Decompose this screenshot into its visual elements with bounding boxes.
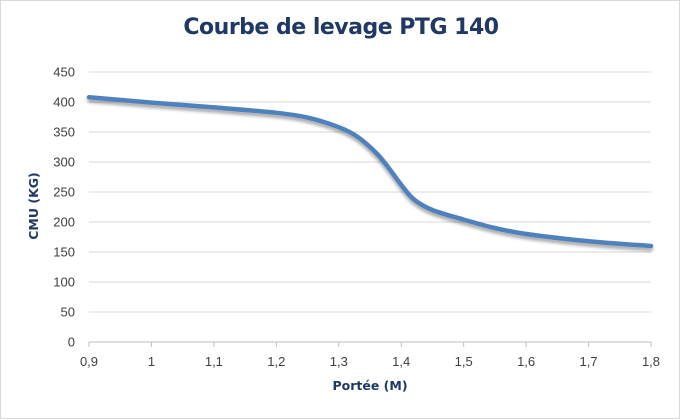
x-tick-label: 1,8 bbox=[642, 354, 660, 369]
y-tick-label: 0 bbox=[68, 335, 75, 350]
x-tick-label: 1,1 bbox=[205, 354, 223, 369]
x-tick-label: 1,4 bbox=[392, 354, 410, 369]
x-axis-label: Portée (M) bbox=[332, 378, 407, 393]
x-tick-label: 1,6 bbox=[517, 354, 535, 369]
series-line bbox=[86, 94, 654, 249]
y-tick-label: 50 bbox=[61, 305, 75, 320]
x-tick-label: 0,9 bbox=[80, 354, 98, 369]
y-tick-label: 250 bbox=[53, 185, 75, 200]
y-tick-label: 200 bbox=[53, 215, 75, 230]
y-tick-label: 350 bbox=[53, 125, 75, 140]
y-axis-label: CMU (KG) bbox=[26, 172, 41, 240]
y-tick-label: 150 bbox=[53, 245, 75, 260]
x-tick-label: 1,5 bbox=[455, 354, 473, 369]
y-tick-label: 400 bbox=[53, 95, 75, 110]
x-tick-label: 1 bbox=[148, 354, 155, 369]
chart-title: Courbe de levage PTG 140 bbox=[183, 15, 499, 40]
y-tick-label: 100 bbox=[53, 275, 75, 290]
y-tick-label: 300 bbox=[53, 155, 75, 170]
x-tick-label: 1,2 bbox=[267, 354, 285, 369]
y-tick-label: 450 bbox=[53, 65, 75, 80]
x-tick-label: 1,7 bbox=[580, 354, 598, 369]
x-tick-label: 1,3 bbox=[330, 354, 348, 369]
